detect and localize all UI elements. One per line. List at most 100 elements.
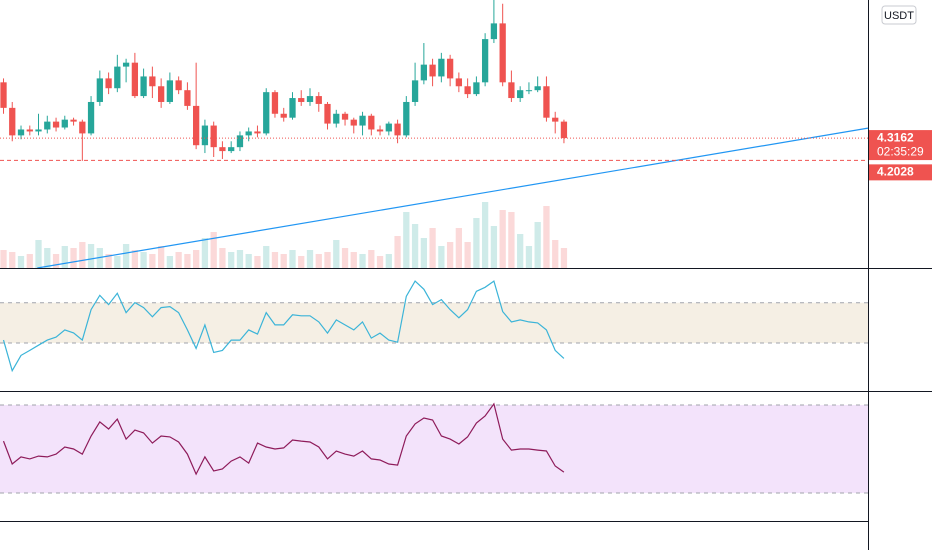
grid xyxy=(0,302,868,494)
candle-body xyxy=(411,80,419,102)
candle-body xyxy=(403,101,410,136)
candle-body xyxy=(385,123,392,132)
volume-bar xyxy=(560,248,568,268)
candle-body xyxy=(394,123,401,136)
candle-body xyxy=(464,86,471,95)
candle-body xyxy=(376,129,384,132)
volume-bar xyxy=(236,250,244,268)
trend-line xyxy=(37,127,869,269)
candle-body xyxy=(26,129,33,132)
candle-body xyxy=(455,78,462,87)
volume-bar xyxy=(446,242,454,268)
candle-body xyxy=(254,131,261,134)
candle-body xyxy=(175,80,182,91)
indicator-line xyxy=(2,402,565,476)
volume-bar xyxy=(411,224,419,268)
volume-bar xyxy=(429,228,436,268)
candle-body xyxy=(245,131,252,136)
candle-body xyxy=(0,82,7,108)
candle-body xyxy=(263,92,270,134)
candle-body xyxy=(158,86,165,102)
candle-body xyxy=(193,105,200,146)
currency-box[interactable] xyxy=(881,5,917,25)
volume-bar xyxy=(280,254,287,268)
plot xyxy=(0,0,869,476)
volume-bar xyxy=(464,242,471,268)
volume-bar xyxy=(87,244,95,268)
volume-bar xyxy=(543,206,550,268)
volume-bar xyxy=(394,236,401,268)
volume-bar xyxy=(517,234,524,268)
volume-bar xyxy=(333,240,340,268)
currency: USDT xyxy=(884,10,914,22)
candle-body xyxy=(149,76,156,87)
candle-body xyxy=(298,98,305,102)
candle-body xyxy=(122,62,130,67)
price-line-label: 4.2028 xyxy=(877,165,914,179)
volume-bar xyxy=(245,254,252,268)
volume-bar xyxy=(368,250,375,268)
volume-bar xyxy=(324,252,331,268)
candle-body xyxy=(210,125,217,148)
candle-body xyxy=(490,23,498,40)
candle-body xyxy=(289,98,296,118)
volume-bar xyxy=(350,252,357,268)
candle-body xyxy=(438,58,445,77)
volume-bar xyxy=(105,254,112,268)
volume-bar xyxy=(438,246,445,268)
volume-bar xyxy=(52,254,60,268)
candle-body xyxy=(87,101,95,134)
volume-bar xyxy=(263,246,270,268)
candle-body xyxy=(560,121,568,139)
volume-bar xyxy=(403,212,410,268)
candle-body xyxy=(105,78,112,89)
candle-body xyxy=(9,107,16,136)
volume-bar xyxy=(35,240,42,268)
volume-bar xyxy=(158,246,165,268)
candle-body xyxy=(429,64,436,77)
candle-body xyxy=(543,86,550,118)
candle-body xyxy=(350,119,357,126)
volume-bar xyxy=(306,250,314,268)
candle-body xyxy=(306,96,314,102)
volume-bar xyxy=(175,252,182,268)
candle-body xyxy=(17,129,25,136)
volume-bar xyxy=(140,252,147,268)
candle-body xyxy=(184,90,191,106)
volume-bar xyxy=(114,256,121,268)
candle-body xyxy=(315,96,322,104)
volume-bar xyxy=(201,238,209,268)
candle-body xyxy=(52,121,60,128)
price-line-box xyxy=(869,164,932,181)
volume-bar xyxy=(122,244,130,268)
candle-body xyxy=(280,113,287,118)
volume-bar xyxy=(149,254,156,268)
candle-body xyxy=(79,121,86,134)
volume-bar xyxy=(70,248,77,268)
volume-bar xyxy=(481,202,489,268)
candle-body xyxy=(271,92,279,114)
candle-body xyxy=(44,121,51,130)
last-price-box xyxy=(869,130,932,161)
candle-body xyxy=(219,147,226,152)
candle-body xyxy=(534,86,541,91)
volume-bar xyxy=(79,242,86,268)
volume-bar xyxy=(385,254,392,268)
volume-bar xyxy=(9,252,16,268)
indicator-line xyxy=(2,280,565,373)
volume-bar xyxy=(0,250,7,268)
volume-bar xyxy=(254,256,261,268)
volume-bar xyxy=(525,246,533,268)
volume-bar xyxy=(499,210,506,268)
volume-bar xyxy=(26,254,33,268)
candle-body xyxy=(114,66,121,89)
candle-body xyxy=(131,62,139,97)
candle-body xyxy=(446,58,454,79)
candle-body xyxy=(368,115,375,130)
volume-bar xyxy=(17,256,25,268)
volume-bar xyxy=(61,246,68,268)
volume-bar xyxy=(184,254,191,268)
volume-bar xyxy=(166,256,174,268)
